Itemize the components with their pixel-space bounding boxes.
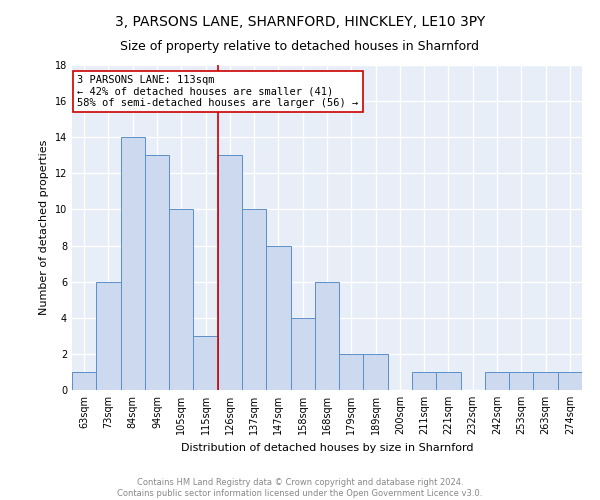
Bar bbox=[266, 246, 290, 390]
Text: Size of property relative to detached houses in Sharnford: Size of property relative to detached ho… bbox=[121, 40, 479, 53]
Bar bbox=[169, 210, 193, 390]
Bar bbox=[96, 282, 121, 390]
Bar bbox=[533, 372, 558, 390]
Bar bbox=[290, 318, 315, 390]
Bar bbox=[315, 282, 339, 390]
X-axis label: Distribution of detached houses by size in Sharnford: Distribution of detached houses by size … bbox=[181, 442, 473, 452]
Bar bbox=[242, 210, 266, 390]
Bar bbox=[218, 156, 242, 390]
Bar bbox=[558, 372, 582, 390]
Bar bbox=[339, 354, 364, 390]
Bar bbox=[145, 156, 169, 390]
Bar bbox=[193, 336, 218, 390]
Text: 3 PARSONS LANE: 113sqm
← 42% of detached houses are smaller (41)
58% of semi-det: 3 PARSONS LANE: 113sqm ← 42% of detached… bbox=[77, 74, 358, 108]
Bar bbox=[509, 372, 533, 390]
Bar bbox=[436, 372, 461, 390]
Bar bbox=[485, 372, 509, 390]
Bar bbox=[72, 372, 96, 390]
Bar bbox=[412, 372, 436, 390]
Bar bbox=[364, 354, 388, 390]
Bar bbox=[121, 137, 145, 390]
Text: Contains HM Land Registry data © Crown copyright and database right 2024.
Contai: Contains HM Land Registry data © Crown c… bbox=[118, 478, 482, 498]
Y-axis label: Number of detached properties: Number of detached properties bbox=[39, 140, 49, 315]
Text: 3, PARSONS LANE, SHARNFORD, HINCKLEY, LE10 3PY: 3, PARSONS LANE, SHARNFORD, HINCKLEY, LE… bbox=[115, 15, 485, 29]
